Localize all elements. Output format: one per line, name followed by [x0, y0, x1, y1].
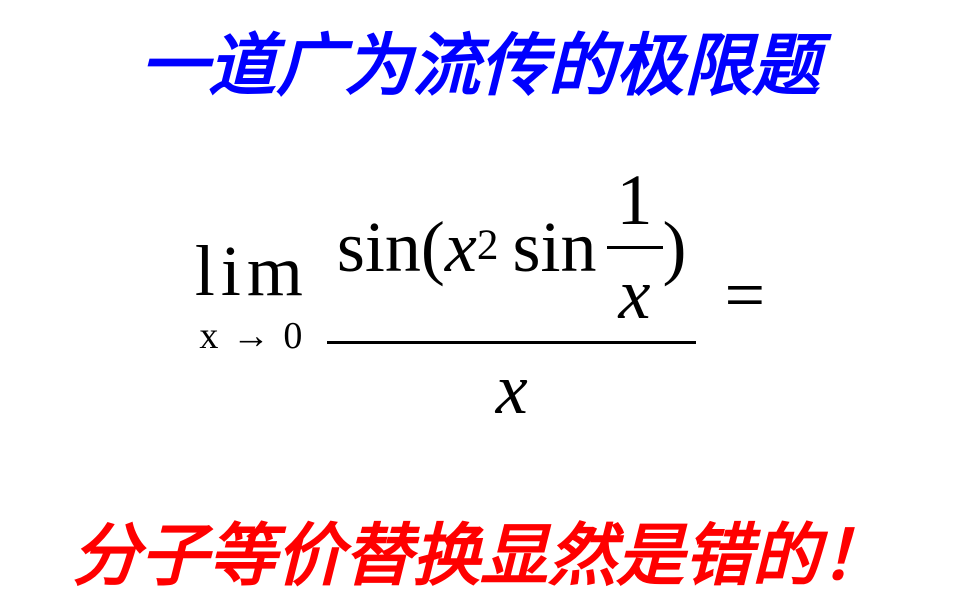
outer-numerator: sin( x 2 sin 1 x ): [327, 161, 697, 334]
lim-word: lim: [195, 235, 309, 307]
footer-text: 分子等价替换显然是错的！: [0, 500, 960, 599]
x-exponent: 2: [477, 222, 499, 270]
outer-fraction: sin( x 2 sin 1 x ) x: [327, 161, 697, 429]
lim-operator: lim x → 0: [195, 235, 309, 355]
inner-num: 1: [607, 161, 663, 240]
lim-subscript: x → 0: [199, 317, 304, 355]
inner-fraction: 1 x: [607, 161, 663, 334]
equals-sign: =: [724, 254, 765, 337]
outer-denominator: x: [486, 350, 538, 429]
title-text: 一道广为流传的极限题: [0, 10, 960, 109]
limit-expression: lim x → 0 sin( x 2 sin 1 x ) x: [195, 161, 765, 429]
inner-bar: [607, 246, 663, 249]
sin-open: sin(: [337, 208, 445, 287]
formula-region: lim x → 0 sin( x 2 sin 1 x ) x: [0, 110, 960, 480]
x-term: x: [445, 208, 477, 287]
inner-sin: sin: [512, 208, 596, 287]
close-paren: ): [663, 208, 687, 287]
slide-container: 一道广为流传的极限题 lim x → 0 sin( x 2 sin 1 x: [0, 0, 960, 600]
inner-den: x: [609, 255, 661, 334]
outer-bar: [327, 341, 697, 344]
